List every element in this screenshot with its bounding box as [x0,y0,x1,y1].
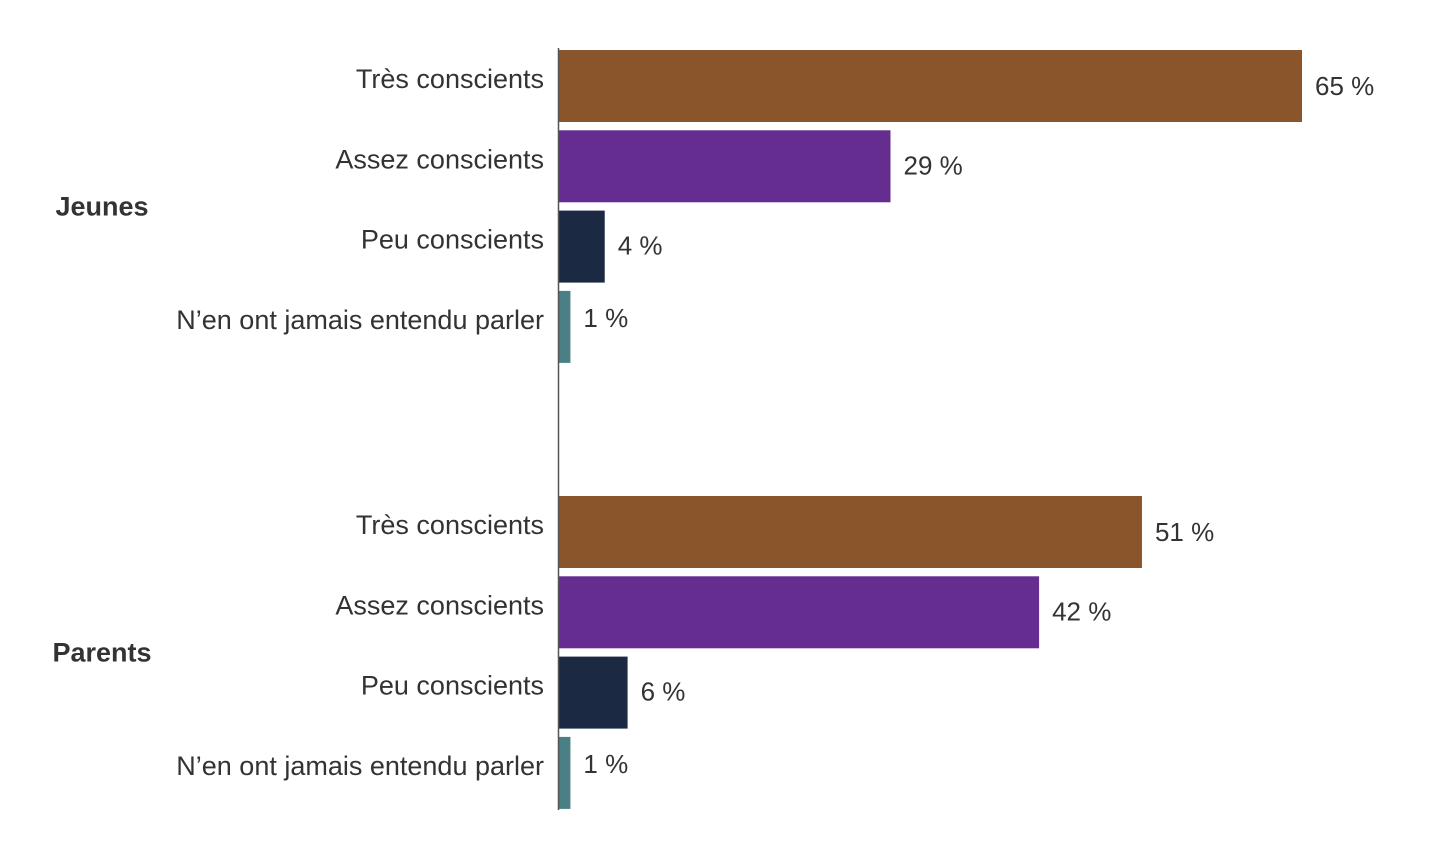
category-label-parents-n-en-ont-jamais-entendu-parler: N’en ont jamais entendu parler [176,751,544,781]
category-label-parents-assez-conscients: Assez conscients [335,590,544,620]
category-label-jeunes-tres-conscients: Très conscients [356,64,544,94]
value-label-parents-peu-conscients: 6 % [641,677,686,707]
bar-parents-peu-conscients [559,656,628,729]
value-label-jeunes-n-en-ont-jamais-entendu-parler: 1 % [583,303,628,333]
category-label-jeunes-n-en-ont-jamais-entendu-parler: N’en ont jamais entendu parler [176,305,544,335]
bar-jeunes-n-en-ont-jamais-entendu-parler [559,290,571,363]
value-label-parents-n-en-ont-jamais-entendu-parler: 1 % [583,749,628,779]
bar-jeunes-tres-conscients [559,50,1302,122]
bar-parents-n-en-ont-jamais-entendu-parler [559,736,571,809]
group-label-jeunes: Jeunes [55,192,148,222]
category-label-jeunes-assez-conscients: Assez conscients [335,144,544,174]
bar-parents-assez-conscients [559,576,1040,649]
bar-parents-tres-conscients [559,496,1142,568]
value-label-jeunes-peu-conscients: 4 % [618,231,663,261]
category-label-parents-peu-conscients: Peu conscients [361,671,544,701]
value-label-jeunes-assez-conscients: 29 % [903,150,962,180]
bar-jeunes-peu-conscients [559,210,605,283]
value-label-parents-assez-conscients: 42 % [1052,596,1111,626]
category-label-parents-tres-conscients: Très conscients [356,510,544,540]
group-label-parents: Parents [52,638,151,668]
value-label-jeunes-tres-conscients: 65 % [1315,71,1374,101]
category-label-jeunes-peu-conscients: Peu conscients [361,225,544,255]
value-label-parents-tres-conscients: 51 % [1155,517,1214,547]
bar-jeunes-assez-conscients [559,130,891,203]
